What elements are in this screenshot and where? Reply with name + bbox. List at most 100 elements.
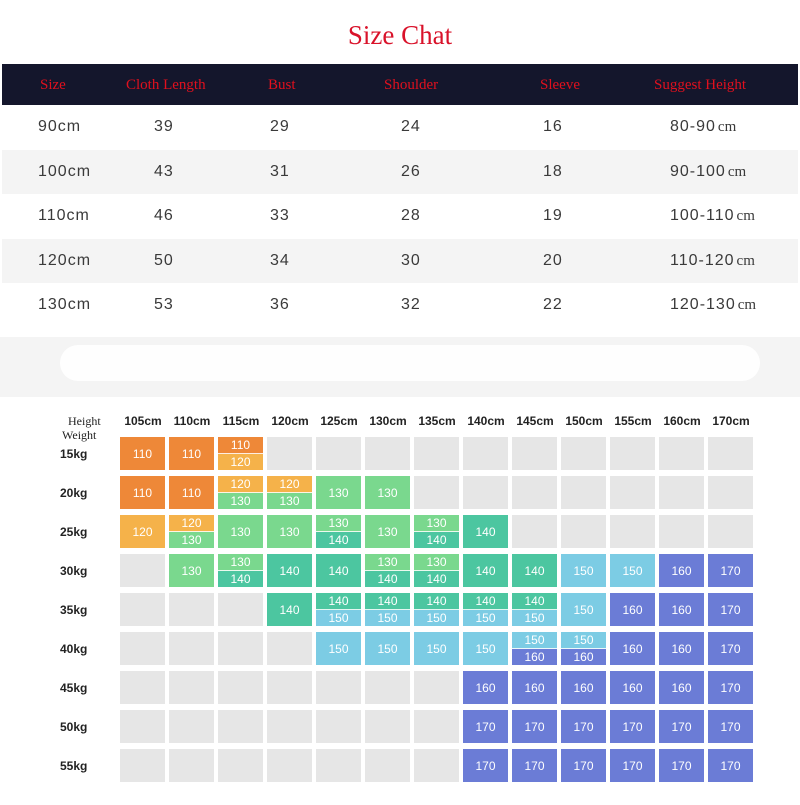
size-badge: 130: [316, 476, 361, 509]
grid-cell: 170: [512, 749, 557, 782]
grid-cell: [414, 476, 459, 509]
grid-cell: [414, 437, 459, 470]
weight-row-header: 50kg: [60, 720, 88, 734]
size-badge: 130: [414, 515, 459, 532]
size-badge: 160: [512, 648, 557, 665]
grid-cell: [659, 476, 704, 509]
size-badge: 140: [218, 570, 263, 587]
size-cell-size: 130cm: [38, 296, 92, 313]
suggest-height-value: 120-130: [670, 296, 736, 313]
size-cell-shoulder: 26: [401, 162, 421, 180]
height-column-header: 125cm: [320, 414, 358, 428]
size-badge: 170: [610, 749, 655, 782]
size-badge: 170: [708, 593, 753, 626]
suggest-height-value: 80-90: [670, 118, 716, 135]
grid-cell: [120, 632, 165, 665]
grid-cell: [316, 671, 361, 704]
size-cell-size: 100cm: [38, 162, 92, 180]
size-badge: 140: [414, 570, 459, 587]
grid-cell: [708, 476, 753, 509]
grid-cell: 130 140: [414, 554, 459, 587]
grid-cell: 160: [512, 671, 557, 704]
size-badge: 130: [414, 554, 459, 571]
grid-cell: [169, 593, 214, 626]
height-column-header: 145cm: [516, 414, 554, 428]
size-cell-bust: 36: [270, 296, 290, 313]
grid-cell: 130: [316, 476, 361, 509]
grid-cell: [610, 476, 655, 509]
grid-cell: 170: [708, 593, 753, 626]
grid-cell: 160: [610, 671, 655, 704]
size-badge: 160: [512, 671, 557, 704]
grid-cell: 150 160: [561, 632, 606, 665]
size-badge: 110: [120, 437, 165, 470]
height-column-header: 110cm: [173, 414, 211, 428]
size-cell-bust: 31: [270, 162, 290, 180]
size-cell-size: 90cm: [38, 118, 82, 135]
grid-cell: [463, 476, 508, 509]
size-badge: 150: [365, 632, 410, 665]
height-column-header: 140cm: [467, 414, 505, 428]
size-badge: 130: [316, 515, 361, 532]
size-row: 90cm 39 29 24 16 80-90 cm: [2, 105, 798, 150]
grid-cell: [610, 437, 655, 470]
grid-cell: 110: [120, 437, 165, 470]
grid-cell: 130 140: [365, 554, 410, 587]
grid-cell: 170: [708, 554, 753, 587]
size-badge: 170: [708, 632, 753, 665]
grid-cell: 150 160: [512, 632, 557, 665]
grid-cell: [659, 515, 704, 548]
grid-cell: [512, 515, 557, 548]
grid-cell: [414, 671, 459, 704]
suggest-height-value: 90-100: [670, 162, 726, 180]
size-cell-shoulder: 24: [401, 118, 421, 135]
size-cell-bust: 29: [270, 118, 290, 135]
size-badge: 130: [218, 515, 263, 548]
grid-cell: 110: [120, 476, 165, 509]
size-cell-length: 46: [154, 207, 174, 224]
corner-height-label: Height: [68, 414, 101, 428]
header-cloth-length: Cloth Length: [126, 77, 206, 93]
grid-cell: 140 150: [414, 593, 459, 626]
size-cell-sleeve: 18: [543, 162, 563, 180]
grid-cell: 150: [561, 554, 606, 587]
size-badge: 140: [463, 554, 508, 587]
size-badge: 150: [316, 632, 361, 665]
grid-cell: 130: [365, 476, 410, 509]
size-badge: 140: [365, 593, 410, 610]
size-cell-sleeve: 16: [543, 118, 563, 135]
grid-cell: [512, 476, 557, 509]
grid-cell: [267, 632, 312, 665]
size-cell-length: 39: [154, 118, 174, 135]
size-badge: 160: [659, 593, 704, 626]
suggest-height-unit: cm: [736, 208, 755, 224]
grid-cell: 110 120: [218, 437, 263, 470]
grid-cell: 140: [463, 554, 508, 587]
size-badge: 130: [365, 554, 410, 571]
size-badge: 140: [267, 554, 312, 587]
suggest-height-value: 100-110: [670, 207, 735, 224]
size-badge: 150: [561, 593, 606, 626]
grid-cell: [169, 749, 214, 782]
size-badge: 140: [463, 515, 508, 548]
size-row: 120cm 50 34 30 20 110-120 cm: [2, 238, 798, 283]
size-badge: 130: [365, 515, 410, 548]
size-badge: 150: [512, 609, 557, 626]
size-badge: 130: [267, 515, 312, 548]
size-badge: 120: [218, 453, 263, 470]
grid-cell: 140: [512, 554, 557, 587]
grid-cell: 170: [561, 710, 606, 743]
grid-cell: 170: [708, 671, 753, 704]
grid-cell: [561, 515, 606, 548]
grid-cell: 130: [218, 515, 263, 548]
size-badge: 160: [610, 632, 655, 665]
size-badge: 170: [708, 554, 753, 587]
grid-cell: [267, 710, 312, 743]
grid-cell: [365, 671, 410, 704]
grid-cell: [218, 632, 263, 665]
grid-cell: 160: [659, 554, 704, 587]
size-badge: 140: [512, 554, 557, 587]
height-column-header: 120cm: [271, 414, 309, 428]
size-cell-length: 53: [154, 296, 174, 313]
grid-cell: [120, 671, 165, 704]
